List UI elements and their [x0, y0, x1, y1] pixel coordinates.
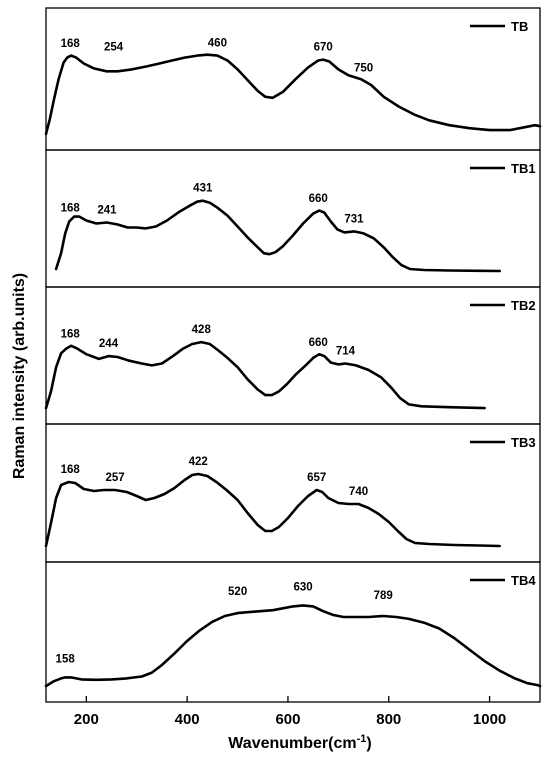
peak-label: 168: [61, 328, 81, 340]
x-axis: 200 400 600 800 1000: [74, 696, 506, 728]
panel-tb4: TB4 158 520 630 789: [44, 561, 542, 703]
peak-label: 241: [97, 205, 117, 217]
panel-tb3: TB3 168 257 422 657 740: [44, 423, 541, 563]
peak-label: 428: [192, 324, 212, 336]
legend-label: TB3: [511, 435, 536, 450]
panels-layer: TB 168 254 460 670 750 TB1 168 241 431 660 731 TB2 16…: [44, 7, 542, 703]
panel-tb1: TB1 168 241 431 660 731: [45, 149, 541, 288]
panel-tb2: TB2 168 244 428 660 714: [44, 286, 541, 425]
peak-label: 740: [349, 486, 368, 498]
panel-frame: [45, 423, 541, 563]
peak-label: 731: [344, 213, 364, 225]
y-axis-title: Raman intensity (arb.units): [11, 273, 28, 479]
peak-label: 630: [293, 581, 312, 593]
legend-label: TB2: [511, 298, 536, 313]
peak-label: 257: [105, 472, 124, 484]
x-tick-label: 1000: [473, 711, 506, 728]
legend-label: TB1: [511, 161, 536, 176]
peak-label: 158: [56, 653, 76, 665]
peak-label: 254: [104, 41, 124, 53]
spectrum-line-tb: [44, 53, 542, 136]
spectrum-line-tb3: [44, 472, 501, 548]
x-tick-label: 600: [275, 711, 300, 728]
peak-label: 168: [61, 203, 81, 215]
spectrum-line-tb1: [54, 199, 501, 273]
peak-label: 714: [336, 346, 356, 358]
spectrum-line-tb4: [44, 604, 542, 688]
panel-tb: TB 168 254 460 670 750: [44, 7, 542, 151]
x-tick-label: 800: [376, 711, 401, 728]
peak-label: 789: [374, 590, 393, 602]
panel-frame: [45, 149, 541, 288]
peak-label: 168: [61, 464, 81, 476]
peak-label: 520: [228, 586, 247, 598]
x-tick-label: 200: [74, 711, 99, 728]
peak-label: 422: [189, 456, 208, 468]
spectrum-line-tb2: [44, 340, 486, 410]
peak-label: 431: [193, 183, 213, 195]
peak-label: 460: [208, 38, 227, 50]
legend-label: TB4: [511, 573, 536, 588]
peak-label: 750: [354, 63, 373, 75]
panel-frame: [45, 286, 541, 425]
peak-label: 670: [314, 42, 333, 54]
peak-label: 660: [309, 337, 328, 349]
peak-label: 660: [309, 193, 328, 205]
x-axis-title: Wavenumber(cm-1): [228, 733, 371, 752]
x-tick-label: 400: [175, 711, 200, 728]
peak-label: 244: [99, 338, 119, 350]
legend-label: TB: [511, 19, 528, 34]
peak-label: 657: [307, 472, 326, 484]
panel-frame: [45, 561, 541, 703]
peak-label: 168: [61, 38, 81, 50]
